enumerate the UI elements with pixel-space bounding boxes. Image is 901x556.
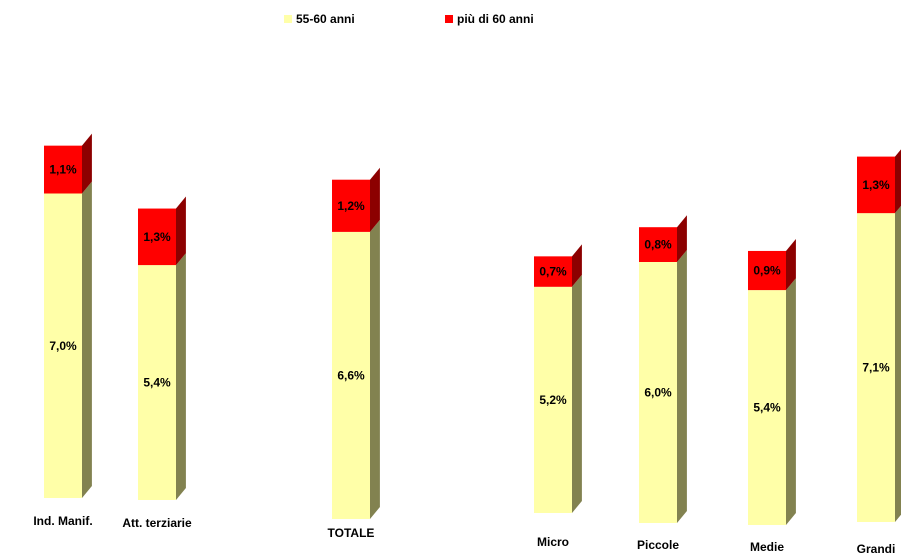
bar-0-5 — [748, 290, 786, 525]
bar-side-1-4 — [677, 215, 687, 262]
category-label-3: Micro — [537, 535, 569, 549]
bar-1-2 — [332, 179, 370, 232]
category-label-0: Ind. Manif. — [33, 514, 92, 528]
bar-side-0-2 — [370, 219, 380, 519]
data-label-1-6: 1,3% — [862, 178, 890, 192]
bar-0-6 — [857, 213, 895, 522]
data-label-0-5: 5,4% — [753, 401, 781, 415]
data-label-0-4: 6,0% — [644, 386, 672, 400]
bar-1-5 — [748, 250, 786, 291]
legend-label-over-60: più di 60 anni — [457, 12, 534, 26]
data-label-0-3: 5,2% — [539, 393, 567, 407]
bar-1-3 — [534, 256, 572, 287]
data-label-1-3: 0,7% — [539, 265, 567, 279]
data-label-1-5: 0,9% — [753, 264, 781, 278]
data-label-1-4: 0,8% — [644, 238, 672, 252]
bar-1-6 — [857, 156, 895, 214]
bar-0-0 — [44, 193, 82, 498]
bar-side-1-2 — [370, 167, 380, 232]
bar-side-0-6 — [895, 205, 901, 522]
bar-1-0 — [44, 145, 82, 194]
category-label-1: Att. terziarie — [122, 516, 192, 530]
data-label-1-2: 1,2% — [337, 199, 365, 213]
legend-item-55-60: 55-60 anni — [284, 12, 355, 26]
legend-label-55-60: 55-60 anni — [296, 12, 355, 26]
data-label-0-6: 7,1% — [862, 361, 890, 375]
legend-swatch-over-60 — [445, 15, 453, 23]
bar-side-0-5 — [786, 278, 796, 525]
bar-0-1 — [138, 265, 176, 500]
bar-side-1-1 — [176, 196, 186, 266]
bar-0-2 — [332, 231, 370, 519]
bar-side-1-0 — [82, 133, 92, 194]
bar-0-3 — [534, 286, 572, 513]
bar-side-0-1 — [176, 253, 186, 500]
category-label-6: Grandi — [857, 542, 896, 556]
data-label-1-1: 1,3% — [143, 230, 171, 244]
bar-side-1-5 — [786, 238, 796, 291]
bar-0-4 — [639, 262, 677, 523]
bar-side-1-6 — [895, 149, 901, 214]
bar-side-1-3 — [572, 244, 582, 287]
category-label-2: TOTALE — [328, 526, 375, 540]
bar-1-4 — [639, 227, 677, 262]
bar-side-0-0 — [82, 181, 92, 498]
bar-side-0-3 — [572, 274, 582, 513]
legend-swatch-55-60 — [284, 15, 292, 23]
data-label-1-0: 1,1% — [49, 163, 77, 177]
category-label-4: Piccole — [637, 538, 679, 552]
data-label-0-1: 5,4% — [143, 376, 171, 390]
data-label-0-2: 6,6% — [337, 368, 365, 382]
data-label-0-0: 7,0% — [49, 339, 77, 353]
legend-item-over-60: più di 60 anni — [445, 12, 534, 26]
category-label-5: Medie — [750, 540, 784, 554]
bar-side-0-4 — [677, 250, 687, 523]
bar-1-1 — [138, 208, 176, 266]
